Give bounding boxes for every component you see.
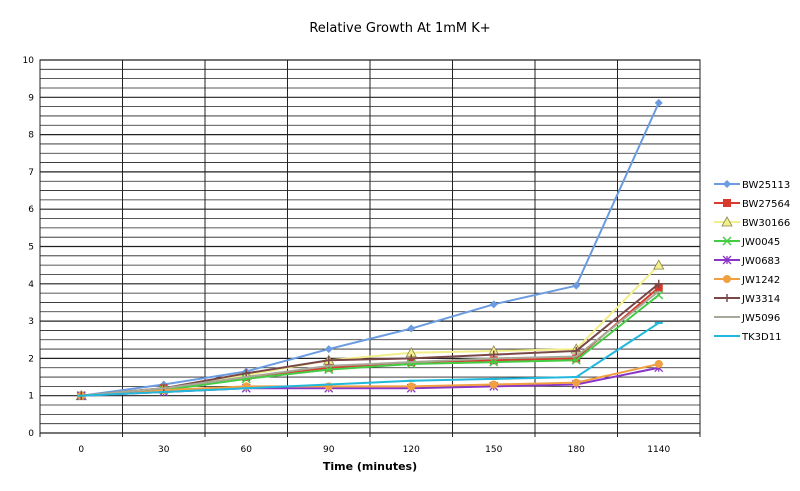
data-point	[654, 279, 663, 288]
y-tick-label: 10	[23, 56, 35, 66]
series-line	[81, 294, 660, 397]
x-tick-label: 150	[485, 445, 502, 455]
legend-item: BW25113	[714, 180, 790, 191]
data-point	[654, 98, 663, 107]
data-point	[407, 324, 416, 333]
series-jw5096	[81, 290, 660, 397]
series-line	[81, 290, 660, 397]
y-tick-label: 6	[28, 205, 34, 215]
legend-label: JW1242	[741, 275, 780, 286]
data-point	[572, 378, 581, 387]
series-tk3d11	[77, 321, 663, 397]
data-point	[489, 356, 498, 365]
series-line	[81, 363, 659, 397]
y-tick-label: 7	[28, 168, 34, 178]
x-tick-label: 30	[158, 445, 170, 455]
legend-item: TK3D11	[714, 332, 781, 343]
data-point	[654, 359, 663, 368]
legend-label: BW30166	[742, 218, 790, 229]
x-tick-label: 180	[568, 445, 585, 455]
data-point	[572, 281, 581, 290]
legend-marker	[721, 216, 733, 227]
data-point	[489, 350, 498, 359]
data-point	[571, 355, 581, 365]
series-line	[81, 102, 660, 397]
legend-item: JW5096	[714, 313, 780, 324]
data-point	[242, 369, 251, 378]
data-point	[653, 259, 665, 270]
legend-label: BW25113	[742, 180, 790, 191]
y-tick-label: 4	[28, 280, 34, 290]
legend-item: JW0045	[714, 236, 780, 248]
legend-item: BW27564	[714, 199, 790, 210]
y-tick-label: 1	[28, 392, 34, 402]
legend-label: BW27564	[742, 199, 790, 210]
legend-label: JW0045	[741, 237, 780, 248]
data-point	[572, 346, 581, 355]
legend-item: JW3314	[714, 294, 780, 305]
legend-item: JW1242	[714, 275, 780, 286]
legend-item: BW30166	[714, 216, 790, 229]
y-tick-label: 5	[28, 243, 34, 253]
y-tick-label: 8	[28, 131, 34, 141]
data-point	[572, 354, 581, 363]
x-tick-label: 120	[403, 445, 420, 455]
x-tick-label: 1140	[647, 445, 670, 455]
y-tick-label: 2	[28, 354, 34, 364]
x-tick-label: 90	[323, 445, 335, 455]
data-point	[324, 363, 333, 372]
y-tick-label: 3	[28, 317, 34, 327]
legend-label: JW0683	[741, 256, 780, 267]
y-tick-label: 0	[28, 429, 34, 439]
legend-marker	[722, 255, 732, 265]
legend-marker	[723, 294, 731, 302]
legend-item: JW0683	[714, 255, 780, 267]
series-line	[81, 322, 660, 397]
legend-marker	[723, 180, 731, 188]
x-axis-label: Time (minutes)	[323, 460, 417, 473]
legend-marker	[723, 199, 731, 207]
x-tick-label: 0	[78, 445, 84, 455]
legend-label: JW3314	[741, 294, 780, 305]
data-point	[407, 382, 416, 391]
chart-title: Relative Growth At 1mM K+	[309, 21, 490, 36]
data-point	[324, 356, 333, 365]
data-point	[489, 380, 498, 389]
y-tick-label: 9	[28, 93, 34, 103]
legend-label: TK3D11	[741, 332, 781, 343]
legend-marker	[722, 236, 732, 246]
x-tick-label: 60	[241, 445, 253, 455]
data-point	[407, 354, 416, 363]
legend-marker	[723, 275, 731, 283]
legend-label: JW5096	[741, 313, 780, 324]
data-point	[324, 345, 333, 354]
data-point	[489, 300, 498, 309]
